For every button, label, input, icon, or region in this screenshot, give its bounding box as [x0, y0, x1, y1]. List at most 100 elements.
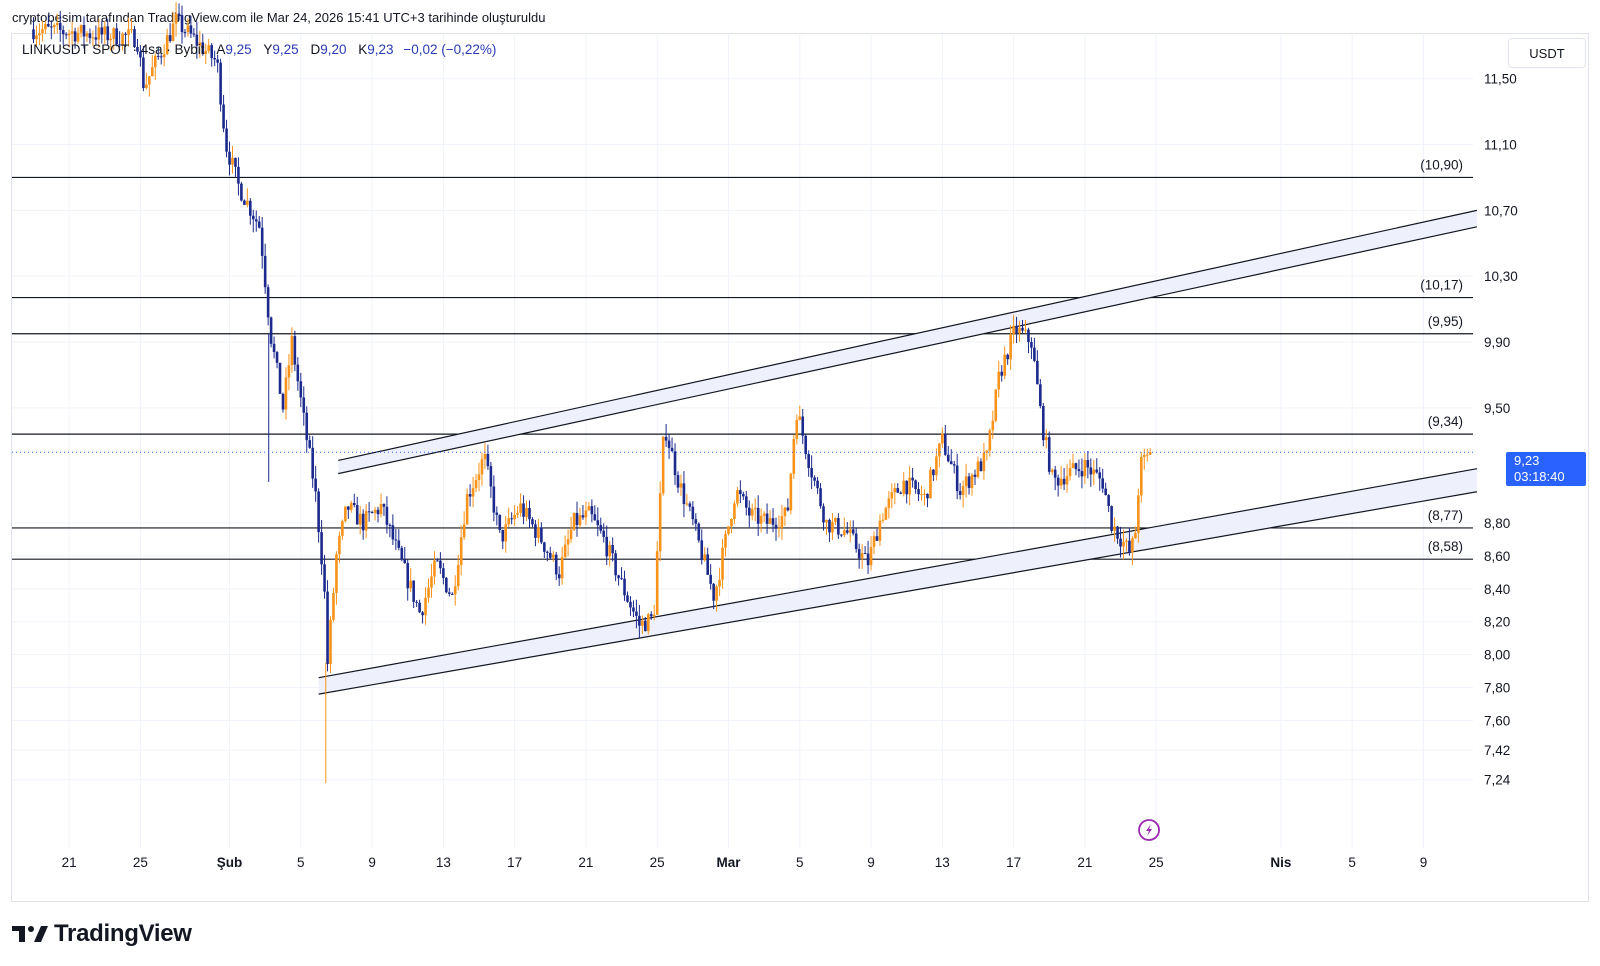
tradingview-logo[interactable]: TradingView	[12, 920, 192, 948]
candle-body	[1044, 437, 1048, 441]
candle-body	[875, 536, 879, 541]
candle-body	[617, 575, 620, 579]
candle-body	[857, 549, 861, 559]
y-tick-label: 8,60	[1484, 549, 1510, 564]
candle-body	[213, 57, 216, 60]
candle-body	[290, 336, 294, 366]
candle-body	[709, 574, 712, 584]
candle-body	[299, 381, 303, 398]
candle-body	[718, 579, 721, 587]
candle-body	[1015, 325, 1018, 334]
candle-body	[338, 535, 341, 555]
candle-body	[548, 552, 552, 558]
candle-body	[1009, 333, 1012, 360]
tradingview-logo-icon	[12, 926, 48, 942]
candle-body	[747, 507, 751, 516]
candle-body	[1125, 540, 1128, 542]
candle-body	[1065, 476, 1069, 485]
candle-body	[893, 488, 897, 493]
close-label: K	[358, 42, 368, 57]
candle-body	[263, 255, 267, 288]
candles	[32, 2, 1152, 783]
symbol-name[interactable]: LINKUSDT SPOT · 4sa · Bybit	[22, 42, 205, 57]
candle-body	[593, 514, 597, 521]
candle-body	[979, 461, 983, 471]
chart-frame[interactable]	[11, 33, 1589, 902]
y-tick-label: 8,20	[1484, 615, 1510, 630]
candle-body	[394, 539, 398, 541]
close-value: 9,23	[367, 42, 394, 57]
candle-body	[70, 31, 74, 34]
candle-body	[528, 507, 531, 520]
candle-body	[923, 493, 926, 495]
currency-button[interactable]: USDT	[1508, 38, 1586, 68]
y-tick-label: 11,10	[1484, 138, 1517, 153]
candle-body	[929, 469, 932, 499]
symbol-legend[interactable]: LINKUSDT SPOT · 4sa · Bybit A9,25 Y9,25 …	[22, 42, 496, 57]
candle-body	[736, 490, 739, 504]
candle-body	[551, 554, 555, 558]
candle-body	[1080, 471, 1084, 477]
y-tick-label: 10,30	[1484, 269, 1518, 284]
candle-body	[949, 461, 953, 465]
candle-body	[424, 597, 427, 616]
candle-body	[177, 13, 181, 16]
candle-body	[988, 430, 992, 451]
candle-body	[228, 151, 231, 165]
candle-body	[246, 200, 249, 205]
candle-body	[352, 502, 356, 506]
candle-body	[635, 611, 638, 616]
candle-body	[750, 508, 754, 516]
candle-body	[1018, 327, 1021, 334]
candle-body	[1134, 532, 1137, 539]
candle-body	[234, 157, 237, 167]
candle-body	[569, 529, 573, 540]
candle-body	[308, 440, 312, 448]
candle-body	[400, 547, 404, 560]
candle-body	[1071, 463, 1075, 469]
candle-body	[1036, 360, 1039, 385]
low-label: D	[310, 42, 321, 57]
candle-body	[403, 559, 407, 564]
candle-body	[495, 512, 499, 515]
candle-body	[914, 480, 917, 490]
candle-body	[727, 526, 730, 534]
level-label: (9,34)	[1428, 414, 1463, 429]
candle-body	[1003, 354, 1006, 376]
candle-body	[335, 554, 338, 593]
candle-body	[596, 520, 600, 526]
y-tick-label: 8,40	[1484, 582, 1510, 597]
candle-body	[655, 551, 659, 615]
candle-body	[638, 615, 641, 626]
candle-body	[546, 551, 549, 553]
candle-body	[537, 527, 540, 538]
candle-body	[626, 595, 629, 602]
channel-lower-fill	[318, 468, 1477, 695]
candle-body	[397, 540, 401, 548]
candle-body	[216, 59, 219, 63]
candle-body	[807, 454, 810, 468]
candle-body	[406, 563, 410, 589]
candle-body	[774, 524, 778, 529]
candle-body	[673, 451, 677, 476]
candle-body	[1006, 354, 1009, 360]
candle-body	[1056, 477, 1060, 486]
candle-body	[332, 592, 335, 620]
candle-body	[133, 29, 136, 48]
candle-body	[1068, 468, 1072, 477]
candle-body	[513, 514, 516, 520]
candle-body	[878, 520, 882, 541]
chart-credit: cryptobesim tarafından TradingView.com i…	[12, 10, 546, 25]
y-tick-label: 7,80	[1484, 681, 1510, 696]
candle-body	[251, 215, 255, 220]
candle-body	[272, 343, 276, 353]
candle-body	[1030, 342, 1033, 348]
candle-body	[973, 474, 977, 477]
candle-body	[887, 498, 891, 508]
candle-body	[926, 493, 929, 499]
candle-body	[1024, 329, 1027, 331]
candle-body	[566, 539, 570, 545]
candle-body	[320, 532, 323, 565]
candle-body	[204, 50, 208, 54]
